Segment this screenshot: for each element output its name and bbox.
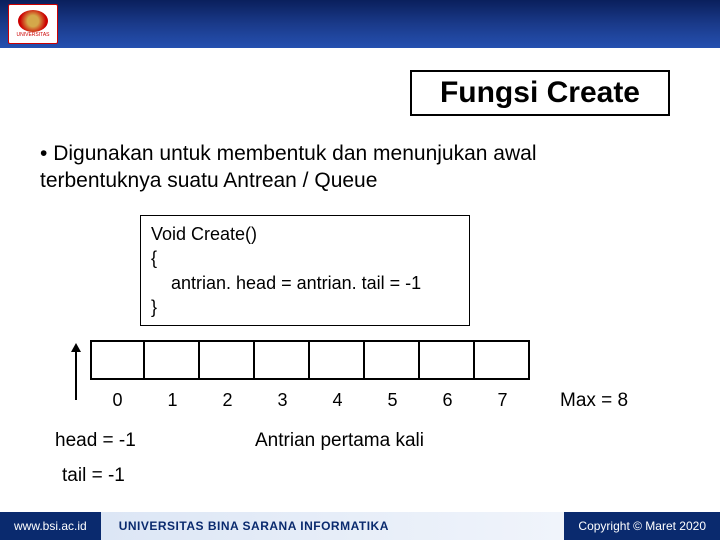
logo-emblem xyxy=(18,10,48,32)
index-label: 4 xyxy=(310,390,365,411)
tail-label: tail = -1 xyxy=(62,465,125,487)
index-label: 6 xyxy=(420,390,475,411)
index-label: 1 xyxy=(145,390,200,411)
head-label: head = -1 xyxy=(55,430,136,452)
header-bar: UNIVERSITAS xyxy=(0,0,720,48)
code-line-1: Void Create() xyxy=(151,222,459,246)
array-cell xyxy=(200,340,255,380)
slide-title-box: Fungsi Create xyxy=(410,70,670,116)
queue-caption: Antrian pertama kali xyxy=(255,430,424,452)
array-cell xyxy=(145,340,200,380)
code-box: Void Create() { antrian. head = antrian.… xyxy=(140,215,470,326)
code-line-2: { xyxy=(151,246,459,270)
footer-bar: www.bsi.ac.id UNIVERSITAS BINA SARANA IN… xyxy=(0,512,720,540)
code-line-4: } xyxy=(151,295,459,319)
pointer-arrow-icon xyxy=(75,345,77,400)
array-cell xyxy=(90,340,145,380)
index-row: 0 1 2 3 4 5 6 7 xyxy=(90,390,530,411)
footer-url: www.bsi.ac.id xyxy=(0,512,101,540)
logo-caption: UNIVERSITAS xyxy=(17,32,50,38)
max-label: Max = 8 xyxy=(560,390,628,412)
array-cell xyxy=(255,340,310,380)
code-line-3: antrian. head = antrian. tail = -1 xyxy=(151,271,459,295)
footer-university: UNIVERSITAS BINA SARANA INFORMATIKA xyxy=(101,512,565,540)
array-cell xyxy=(365,340,420,380)
index-label: 7 xyxy=(475,390,530,411)
bullet-text: Digunakan untuk membentuk dan menunjukan… xyxy=(40,140,660,195)
array-cell xyxy=(310,340,365,380)
university-logo: UNIVERSITAS xyxy=(8,4,58,44)
footer-copyright: Copyright © Maret 2020 xyxy=(564,512,720,540)
array-cells xyxy=(90,340,530,380)
index-label: 0 xyxy=(90,390,145,411)
array-cell xyxy=(475,340,530,380)
slide-title: Fungsi Create xyxy=(440,76,640,110)
array-cell xyxy=(420,340,475,380)
index-label: 5 xyxy=(365,390,420,411)
index-label: 3 xyxy=(255,390,310,411)
index-label: 2 xyxy=(200,390,255,411)
